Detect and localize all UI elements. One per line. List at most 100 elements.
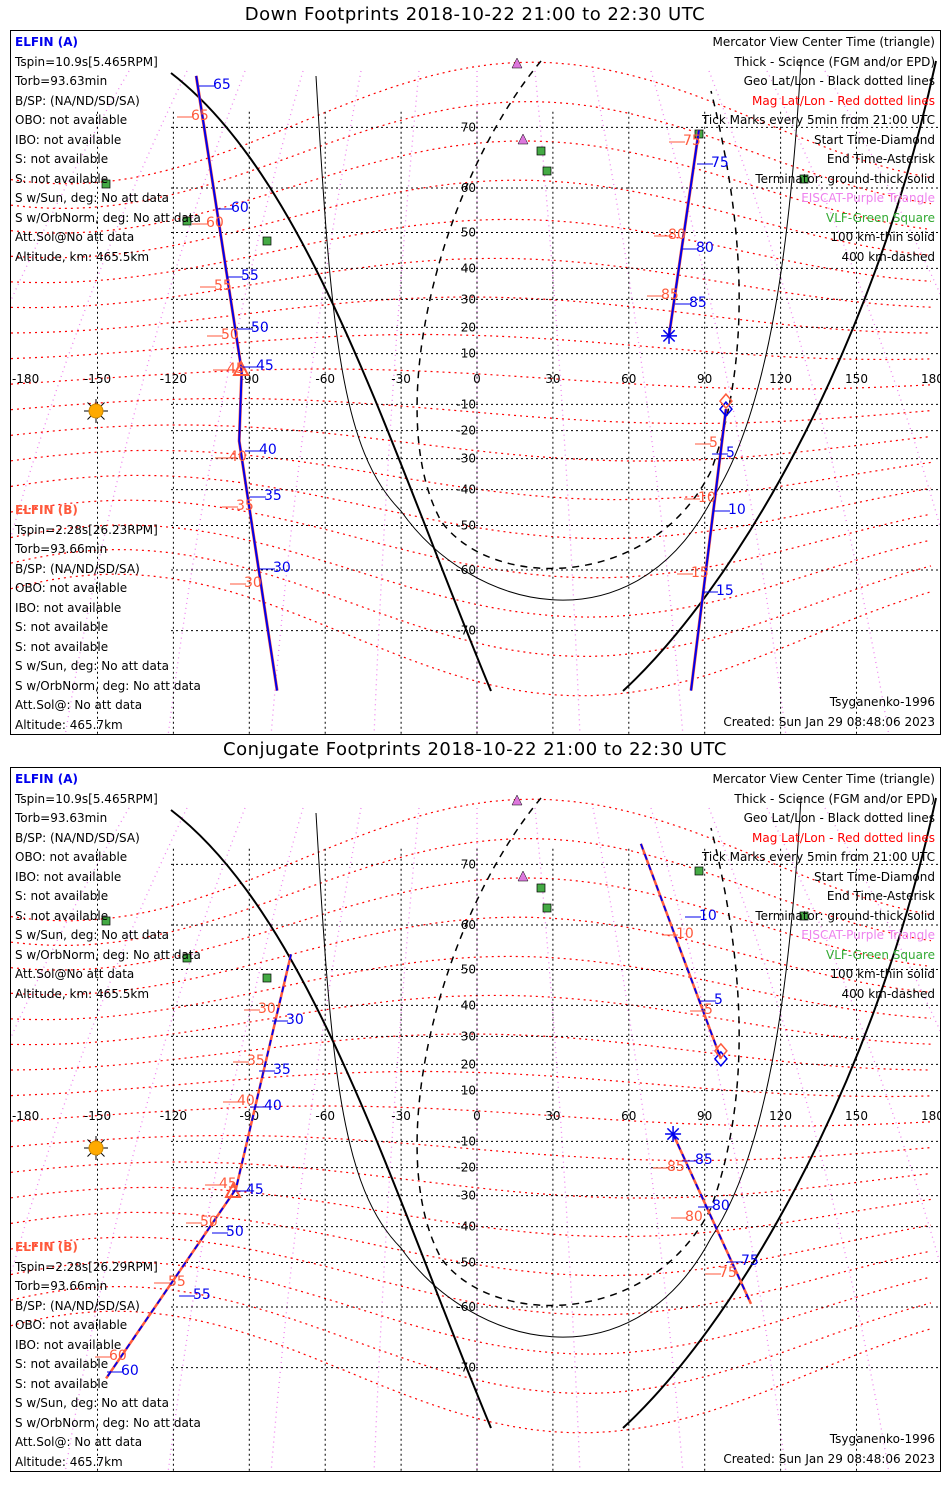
- legend-item: VLF-Green Square: [826, 210, 935, 225]
- mag-lat-line: [11, 368, 932, 390]
- tick-label-b: 5: [704, 1002, 713, 1018]
- vlf-square-icon: [101, 916, 111, 926]
- lat-label: 50: [461, 962, 476, 976]
- lon-label: -30: [391, 1109, 411, 1123]
- tick-label-a: 75: [741, 1253, 759, 1269]
- lat-label: -40: [456, 1220, 476, 1234]
- tick-label-b: 10: [698, 490, 716, 506]
- mag-lon-line: [167, 70, 304, 734]
- vlf-square-icon: [262, 236, 272, 246]
- eiscat-triangle-icon: [511, 794, 523, 806]
- elfin-a-info-line: IBO: not available: [15, 132, 122, 147]
- mag-lat-line: [11, 955, 932, 1021]
- tick-label-b: 50: [200, 1214, 218, 1230]
- lon-label: 120: [769, 372, 792, 386]
- tick-label-a: 10: [699, 908, 717, 924]
- tick-label-b: 85: [661, 287, 679, 303]
- elfin-b-info: ELFIN (B) Tspin=2.28s[26.23RPM] Torb=93.66…: [15, 501, 201, 734]
- mag-lon-line: [534, 70, 581, 734]
- tick-label-b: 40: [237, 1093, 255, 1109]
- elfin-a-info-line: Tspin=10.9s[5.465RPM]: [15, 791, 158, 806]
- legend-item: Thick - Science (FGM and/or EPD): [734, 54, 935, 69]
- lon-label: 30: [545, 1109, 560, 1123]
- terminator-100km: [315, 60, 802, 601]
- lat-label: 60: [461, 918, 476, 932]
- panel-title-conjugate: Conjugate Footprints 2018-10-22 21:00 to…: [223, 739, 727, 760]
- sun-ray: [100, 415, 105, 420]
- elfin-b-info-line: OBO: not available: [15, 581, 128, 595]
- legend-item: 100 km-thin solid: [830, 967, 935, 981]
- tick-label-b: 10: [676, 926, 694, 942]
- lat-label: -50: [456, 519, 476, 533]
- legend-item: Terminator: ground-thick solid: [755, 171, 935, 186]
- terminator-ground-east: [622, 60, 937, 692]
- vlf-square-icon: [262, 973, 272, 983]
- lon-label: 120: [769, 1109, 792, 1123]
- map-canvas: 70605040302010-10-20-30-40-50-60-70-180-…: [11, 57, 940, 734]
- elfin-b-info-line: S: not available: [15, 620, 109, 634]
- elfin-b-info-line: IBO: not available: [15, 600, 122, 615]
- legend-item: 100 km-thin solid: [830, 230, 935, 244]
- elfin-a-info-line: S: not available: [15, 908, 109, 923]
- mag-lon-line: [650, 807, 787, 1471]
- elfin-a-info-line: OBO: not available: [15, 113, 128, 127]
- elfin-a-info-line: Torb=93.63min: [15, 811, 108, 825]
- mag-lat-line: [11, 1105, 932, 1127]
- track-elfin-a: [640, 843, 722, 1060]
- tick-label-a: 30: [286, 1012, 304, 1028]
- tick-label-a: 60: [231, 200, 249, 216]
- legend: Mercator View Center Time (triangle) Thic…: [702, 33, 935, 267]
- sun-ray: [100, 1152, 105, 1157]
- elfin-a-info-line: OBO: not available: [15, 850, 128, 864]
- legend-item: Thick - Science (FGM and/or EPD): [734, 791, 935, 806]
- vlf-square-icon: [542, 903, 552, 913]
- lat-label: -60: [456, 563, 476, 577]
- tick-label-a: 15: [716, 583, 734, 599]
- mag-lat-line: [11, 1186, 932, 1238]
- lat-label: -30: [456, 452, 476, 466]
- tick-label-a: 55: [193, 1287, 211, 1303]
- tick-label-b: 50: [221, 327, 239, 343]
- lon-label: -180: [12, 372, 39, 386]
- mag-lat-line: [11, 1070, 932, 1098]
- terminator-400km: [416, 60, 740, 570]
- elfin-b-label: ELFIN (B): [15, 1240, 78, 1254]
- center-time-triangle-icon: [232, 359, 250, 376]
- elfin-b-info-line: S w/Sun, deg: No att data: [15, 1396, 169, 1410]
- lat-label: 70: [461, 120, 476, 134]
- track-elfin-a: [668, 130, 700, 337]
- sun-ray: [87, 1139, 92, 1144]
- down-footprints-map: 70 60 50 40 30 20 10 -10 -20 -30 -40 -50 -60 -70 -180-…: [10, 30, 941, 735]
- tick-label-a: 35: [273, 1062, 291, 1078]
- start-diamond-b-icon: [713, 1042, 728, 1060]
- elfin-b-info-line: Tspin=2.28s[26.29RPM]: [15, 1259, 158, 1274]
- mag-lat-line: [11, 1310, 932, 1434]
- lat-label: -40: [456, 483, 476, 497]
- vlf-square-icon: [536, 883, 546, 893]
- tick-label-b: 60: [109, 1348, 127, 1364]
- tick-label-b: 80: [685, 1209, 703, 1225]
- mag-lat-line: [11, 837, 932, 947]
- mag-lat-line: [11, 257, 932, 309]
- tick-label-b: 40: [229, 449, 247, 465]
- elfin-a-info-line: S w/OrbNorm, deg: No att data: [15, 210, 201, 225]
- lat-label: 10: [461, 347, 476, 361]
- elfin-a-info-line: Att.Sol@No att data: [15, 230, 135, 244]
- start-diamond-icon: [718, 400, 733, 418]
- lon-label: 180: [921, 1109, 941, 1123]
- mag-lat-line: [11, 994, 932, 1046]
- lat-label: 50: [461, 225, 476, 239]
- vlf-square-icon: [694, 866, 704, 876]
- tick-label-a: 85: [695, 1152, 713, 1168]
- lat-label: -20: [456, 1161, 476, 1175]
- legend-item: 400 km-dashed: [841, 249, 935, 264]
- elfin-a-info-line: S w/OrbNorm, deg: No att data: [15, 947, 201, 962]
- elfin-b-info-line: Altitude: 465.7km: [15, 1454, 123, 1469]
- legend-item: End Time-Asterisk: [826, 152, 935, 166]
- lat-label: -30: [456, 1189, 476, 1203]
- mag-lat-line: [11, 333, 932, 361]
- elfin-a-info: ELFIN (A) Tspin=10.9s[5.465RPM] Torb=93.63…: [15, 770, 201, 1004]
- tick-label-b: 45: [227, 361, 245, 377]
- mag-lat-line: [11, 296, 932, 334]
- legend-item: Tick Marks every 5min from 21:00 UTC: [701, 850, 935, 864]
